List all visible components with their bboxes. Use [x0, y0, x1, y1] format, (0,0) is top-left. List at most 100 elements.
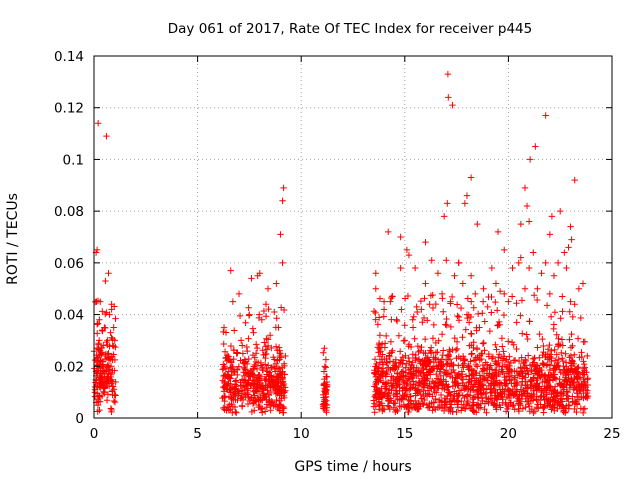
data-point: [506, 387, 513, 394]
data-point: [521, 184, 529, 192]
data-point: [571, 301, 578, 308]
data-point: [570, 386, 577, 393]
data-point: [495, 370, 502, 378]
data-point: [465, 319, 473, 326]
data-point: [271, 400, 279, 408]
data-point: [389, 293, 396, 300]
data-point: [513, 345, 520, 353]
data-point: [463, 393, 470, 400]
data-point: [446, 346, 453, 354]
data-point: [387, 338, 395, 345]
data-point: [525, 352, 532, 359]
data-point: [395, 332, 403, 339]
data-point: [444, 360, 452, 367]
data-point: [522, 370, 530, 377]
data-point: [577, 314, 585, 322]
data-point: [443, 386, 451, 394]
data-point: [110, 324, 117, 331]
y-tick-label: 0.04: [54, 308, 84, 324]
data-point: [230, 347, 237, 354]
data-point: [508, 339, 516, 346]
data-point: [397, 264, 404, 272]
data-point: [423, 392, 431, 400]
data-point: [251, 381, 258, 388]
data-point: [242, 357, 249, 365]
data-point: [252, 350, 260, 357]
data-point: [429, 407, 436, 414]
data-point: [406, 405, 413, 412]
data-point: [453, 345, 461, 353]
data-point: [458, 407, 465, 414]
data-point: [221, 348, 229, 355]
data-point: [252, 361, 259, 369]
data-point: [278, 374, 286, 382]
data-point: [392, 356, 400, 363]
data-point: [264, 285, 272, 292]
data-point: [469, 407, 476, 414]
data-point: [559, 342, 566, 349]
data-point: [470, 338, 477, 346]
data-point: [108, 334, 115, 341]
data-point: [486, 327, 494, 335]
data-point: [483, 409, 490, 416]
data-point: [474, 363, 481, 370]
data-point: [427, 344, 435, 351]
data-point: [404, 292, 412, 300]
data-point: [436, 359, 444, 366]
data-point: [479, 310, 486, 317]
data-point: [540, 404, 548, 412]
data-point: [571, 176, 578, 184]
data-point: [426, 383, 434, 391]
data-point: [231, 390, 238, 398]
data-point: [262, 350, 270, 358]
data-point: [439, 381, 446, 388]
data-point: [410, 313, 417, 320]
data-point: [513, 300, 520, 307]
data-point: [275, 324, 282, 331]
data-point: [501, 246, 508, 254]
data-point: [233, 350, 241, 357]
data-point: [527, 368, 535, 375]
data-point: [256, 382, 263, 389]
data-point: [378, 400, 386, 407]
data-point: [235, 290, 243, 298]
data-point: [398, 403, 405, 410]
data-point: [516, 396, 523, 404]
data-point: [557, 315, 564, 322]
data-point: [443, 315, 450, 323]
data-point: [554, 400, 561, 407]
data-point: [94, 320, 102, 327]
data-point: [506, 376, 514, 383]
data-point: [411, 403, 418, 411]
data-point: [459, 334, 466, 341]
data-point: [453, 355, 460, 362]
data-point: [540, 392, 548, 400]
data-point: [459, 280, 467, 287]
data-point: [546, 231, 554, 238]
data-point: [441, 368, 448, 376]
data-point: [510, 401, 517, 409]
data-point: [396, 396, 403, 404]
data-point: [279, 197, 286, 204]
data-point: [551, 346, 558, 354]
data-point: [531, 408, 539, 415]
data-point: [578, 353, 585, 361]
data-point: [505, 394, 513, 402]
data-point: [227, 394, 235, 401]
data-point: [574, 335, 582, 342]
data-point: [236, 312, 244, 320]
data-point: [499, 355, 507, 362]
data-point: [449, 408, 456, 415]
data-point: [493, 346, 500, 353]
data-point: [480, 285, 487, 292]
data-point: [566, 336, 573, 343]
data-point: [280, 184, 287, 192]
data-point: [548, 406, 555, 413]
data-point: [584, 387, 591, 394]
data-point: [103, 397, 111, 404]
data-point: [455, 382, 462, 389]
data-point: [386, 358, 394, 365]
data-point: [265, 373, 272, 380]
data-point: [430, 384, 437, 392]
data-point: [104, 376, 111, 384]
